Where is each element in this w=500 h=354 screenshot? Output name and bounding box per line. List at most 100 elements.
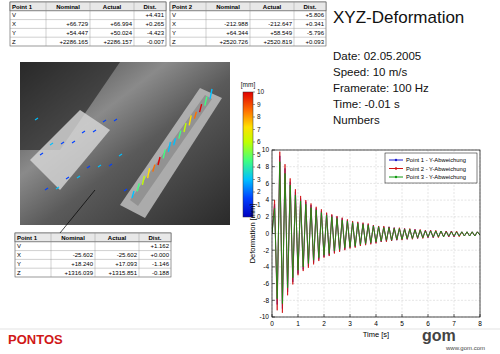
- colorbar-label: 1: [257, 201, 261, 208]
- tick-label: 5: [400, 320, 404, 327]
- tick-label: 1: [296, 320, 300, 327]
- table-cell: +64.344: [226, 30, 249, 36]
- table-cell: -212.988: [224, 21, 248, 27]
- logo: gom: [422, 327, 456, 344]
- table-header: Nominal: [61, 235, 85, 241]
- table-cell: +2286.165: [59, 39, 88, 45]
- colorbar-tick: [253, 117, 255, 118]
- tick-mark: [376, 314, 377, 317]
- tick-label: 6: [426, 320, 430, 327]
- tick-mark: [272, 233, 275, 234]
- deformation-vector: [93, 130, 96, 132]
- table-cell: -25.602: [73, 252, 94, 258]
- info-line: Numbers: [333, 114, 380, 126]
- series-line: [272, 152, 480, 313]
- table-rule: [134, 2, 135, 46]
- table-cell: X: [17, 252, 21, 258]
- deformation-vector: [168, 142, 170, 152]
- table-rule: [15, 268, 171, 269]
- table-header: Point 1: [12, 4, 33, 10]
- tick-label: -2: [263, 247, 269, 254]
- axis-label: Time [s]: [363, 330, 389, 339]
- legend-entry: Point 2 - Y-Abweichung: [406, 166, 466, 172]
- deformation-vector: [200, 104, 202, 112]
- tick-mark: [272, 166, 275, 167]
- grid-line: [376, 150, 377, 317]
- tick-label: -6: [263, 280, 269, 287]
- photo-beam: [120, 88, 222, 218]
- table-rule: [294, 2, 295, 46]
- table-cell: Y: [17, 261, 21, 267]
- info-line: Date: 02.05.2005: [333, 50, 421, 62]
- deformation-vector: [163, 149, 165, 158]
- tick-label: 0: [265, 230, 269, 237]
- table-header: Point 2: [172, 4, 193, 10]
- info-line: Time: -0.01 s: [333, 98, 400, 110]
- table-cell: +2520.819: [263, 39, 292, 45]
- deformation-vector: [61, 142, 64, 144]
- tick-mark: [324, 314, 325, 317]
- table-header-bg: [170, 2, 326, 11]
- legend-entry: Point 1 - Y-Abweichung: [406, 157, 466, 163]
- colorbar-label: 10: [257, 88, 265, 95]
- info-line: Speed: 10 m/s: [333, 66, 407, 78]
- legend: Point 1 - Y-Abweichung Point 2 - Y-Abweic…: [385, 153, 477, 183]
- table-rule: [170, 19, 326, 20]
- colorbar-label: 0: [257, 213, 261, 220]
- table-rule: [170, 37, 326, 38]
- table-cell: -0.188: [152, 270, 170, 276]
- table-header: Point 1: [17, 235, 38, 241]
- deformation-vector: [87, 166, 90, 168]
- deformation-vector: [50, 143, 53, 145]
- tick-mark: [272, 266, 275, 267]
- plot-frame: [272, 150, 480, 317]
- table-cell: +17.093: [115, 261, 138, 267]
- deformation-vector: [142, 176, 144, 185]
- tick-label: 6: [265, 180, 269, 187]
- table-cell: +0.265: [145, 21, 164, 27]
- colorbar-label: 9: [257, 101, 261, 108]
- table-rule: [250, 2, 251, 46]
- deformation-vector: [98, 165, 101, 167]
- table-rule: [139, 233, 140, 277]
- table-cell: -0.007: [147, 39, 165, 45]
- table-cell: +1316.039: [64, 270, 93, 276]
- colorbar-unit: [mm]: [241, 81, 256, 89]
- table-header: Dist.: [303, 4, 316, 10]
- colorbar-tick: [253, 92, 255, 93]
- tick-label: 10: [262, 146, 270, 153]
- url: www.gom.com: [445, 345, 485, 351]
- series-line: [272, 156, 480, 309]
- tick-label: 4: [265, 196, 269, 203]
- table-cell: +50.024: [110, 30, 133, 36]
- deformation-vector: [158, 157, 160, 165]
- deformation-vector: [109, 164, 112, 166]
- table-cell: +0.000: [150, 252, 169, 258]
- table-rule: [10, 10, 166, 11]
- deformation-vector: [72, 141, 75, 143]
- table-cell: X: [172, 21, 176, 27]
- table-rule: [10, 19, 166, 20]
- deformation-vector: [184, 123, 186, 132]
- table-frame: [15, 233, 171, 277]
- point-table: Point 2NominalActualDist.V+5.806X-212.98…: [170, 2, 326, 46]
- table-cell: +18.240: [71, 261, 94, 267]
- table-rule: [15, 259, 171, 260]
- deformation-vector: [210, 89, 212, 99]
- tick-mark: [428, 314, 429, 317]
- colorbar-label: 7: [257, 126, 261, 133]
- table-cell: V: [12, 12, 16, 18]
- table-header: Dist.: [148, 235, 161, 241]
- deformation-vector: [119, 154, 122, 156]
- table-rule: [15, 241, 171, 242]
- colorbar-label: 6: [257, 138, 261, 145]
- table-cell: +1315.851: [108, 270, 137, 276]
- table-cell: -212.647: [268, 21, 292, 27]
- table-header: Actual: [263, 4, 282, 10]
- table-rule: [10, 37, 166, 38]
- point-table: Point 1NominalActualDist.V+1.162X-25.602…: [15, 233, 171, 277]
- deformation-vector: [103, 120, 106, 122]
- table-cell: -4.423: [147, 30, 165, 36]
- table-rule: [10, 28, 166, 29]
- table-header-bg: [15, 233, 171, 242]
